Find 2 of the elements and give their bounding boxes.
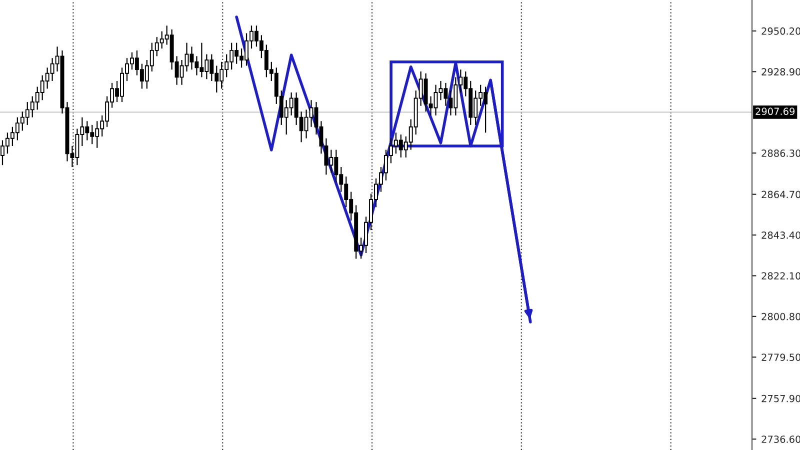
line-series bbox=[235, 16, 532, 324]
ref-line-label: 2907.69 bbox=[756, 108, 795, 116]
